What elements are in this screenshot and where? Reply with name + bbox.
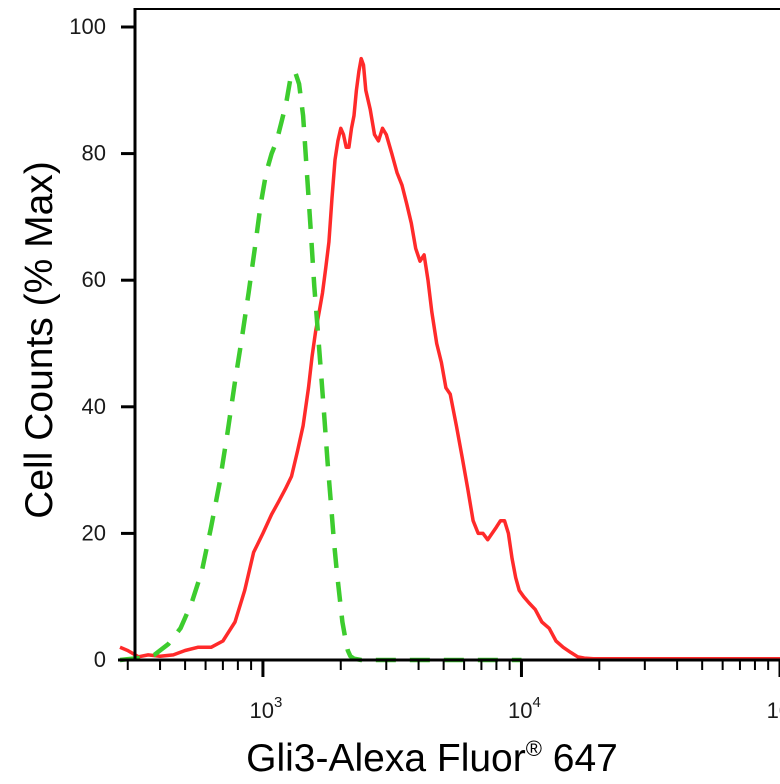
x-axis-title-tail: 647 bbox=[542, 737, 618, 780]
control-histogram-line bbox=[119, 69, 522, 663]
y-axis-title: Cell Counts (% Max) bbox=[18, 161, 61, 519]
y-axis-ticks: 0 20 40 60 80 100 bbox=[69, 14, 136, 672]
x-tick-label: 103 bbox=[250, 694, 283, 723]
x-tick-label: 105 bbox=[767, 694, 780, 723]
y-tick-label: 40 bbox=[82, 394, 106, 419]
x-axis-title-main: Gli3-Alexa Fluor bbox=[246, 737, 526, 780]
y-tick-label: 80 bbox=[82, 141, 106, 166]
y-tick-label: 60 bbox=[82, 267, 106, 292]
stained-histogram-line bbox=[119, 56, 780, 661]
x-axis-title: Gli3-Alexa Fluor® 647 bbox=[246, 736, 618, 780]
registered-mark: ® bbox=[526, 736, 542, 761]
x-tick-label: 104 bbox=[508, 694, 541, 723]
axes bbox=[118, 8, 780, 662]
x-axis-ticks: 103 104 105 bbox=[126, 660, 780, 723]
y-tick-label: 100 bbox=[69, 14, 106, 39]
y-tick-label: 20 bbox=[82, 520, 106, 545]
y-tick-label: 0 bbox=[94, 647, 106, 672]
plot-area bbox=[119, 56, 780, 663]
